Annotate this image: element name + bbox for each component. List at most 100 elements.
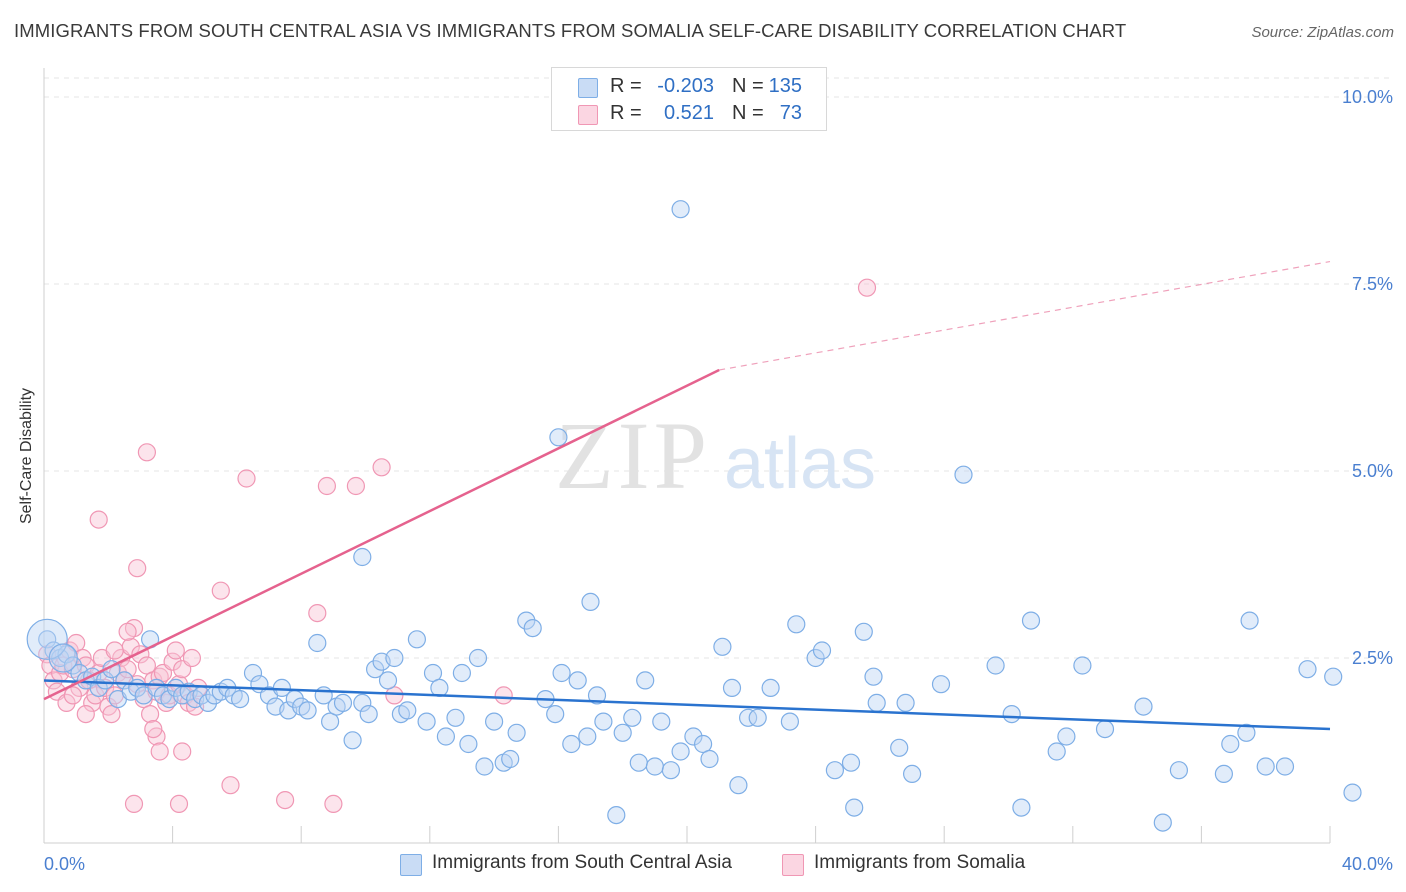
data-point-south-central-asia — [1343, 783, 1362, 802]
data-point-south-central-asia — [581, 592, 600, 612]
data-point-south-central-asia — [1214, 764, 1234, 784]
data-point-south-central-asia — [867, 693, 886, 713]
data-point-south-central-asia — [890, 738, 909, 757]
legend-row-pink: R = 0.521 N = 73 — [552, 100, 826, 128]
legend-row-blue: R = -0.203 N = 135 — [552, 73, 826, 101]
y-axis-label-text: Self-Care Disability — [18, 387, 35, 525]
data-point-south-central-asia — [468, 648, 488, 668]
data-point-south-central-asia — [1221, 734, 1240, 754]
data-point-somalia — [141, 704, 160, 724]
data-point-south-central-asia-large — [26, 618, 68, 660]
data-point-somalia — [372, 458, 391, 477]
data-point-south-central-asia — [931, 675, 951, 694]
y-tick-label: 10.0% — [1342, 87, 1393, 107]
data-point-south-central-asia — [430, 678, 449, 698]
series-south-central-asia-points — [26, 200, 1362, 832]
data-point-south-central-asia — [652, 712, 671, 731]
data-point-somalia — [89, 510, 108, 529]
legend-n-value: 135 — [768, 75, 802, 97]
data-point-somalia — [317, 476, 336, 496]
x-tick-label: 0.0% — [44, 854, 85, 874]
data-point-south-central-asia — [578, 727, 597, 746]
data-point-south-central-asia — [407, 630, 426, 649]
data-point-somalia — [144, 719, 163, 739]
data-point-south-central-asia — [398, 701, 417, 720]
data-point-south-central-asia — [353, 693, 372, 713]
data-point-south-central-asia — [1134, 697, 1153, 716]
data-point-somalia — [308, 603, 327, 623]
data-point-south-central-asia — [517, 611, 536, 630]
legend-r-value: 0.521 — [663, 102, 714, 124]
trend-lines — [43, 260, 1331, 731]
data-point-somalia — [166, 641, 185, 660]
data-point-south-central-asia — [343, 731, 362, 750]
data-point-south-central-asia — [198, 693, 218, 713]
grid-layer — [44, 77, 1392, 659]
chart-title: IMMIGRANTS FROM SOUTH CENTRAL ASIA VS IM… — [14, 20, 1127, 41]
data-point-south-central-asia — [902, 764, 922, 784]
watermark-zip: ZIP — [555, 402, 711, 509]
data-point-somalia — [137, 443, 156, 462]
y-axis-label: Self-Care Disability — [18, 320, 36, 524]
data-point-south-central-asia — [761, 678, 780, 698]
data-point-south-central-asia — [854, 622, 873, 641]
data-point-south-central-asia — [385, 648, 404, 668]
data-point-south-central-asia — [613, 723, 632, 742]
data-point-south-central-asia-large — [48, 643, 78, 673]
data-point-south-central-asia — [671, 200, 690, 219]
y-tick-label: 5.0% — [1352, 461, 1393, 481]
data-point-south-central-asia — [954, 465, 973, 484]
data-point-south-central-asia — [378, 671, 398, 690]
legend-label: Immigrants from South Central Asia — [432, 852, 732, 873]
legend-label: Immigrants from Somalia — [814, 852, 1026, 873]
legend-r-label: R = — [610, 75, 642, 97]
legend-swatch-pink — [782, 854, 804, 876]
data-point-south-central-asia — [1021, 611, 1041, 630]
trend-line-somalia — [43, 368, 720, 701]
data-point-south-central-asia — [308, 633, 327, 653]
data-point-somalia — [150, 742, 169, 761]
source-label: Source: ZipAtlas.com — [1251, 24, 1394, 41]
data-point-somalia — [124, 794, 144, 814]
data-point-south-central-asia — [1324, 667, 1343, 686]
data-point-south-central-asia — [552, 663, 571, 683]
data-point-south-central-asia — [780, 712, 800, 731]
legend-n-value: 73 — [779, 102, 802, 124]
data-point-south-central-asia — [562, 734, 581, 754]
data-point-south-central-asia — [1256, 757, 1275, 776]
data-point-somalia — [857, 278, 877, 297]
data-point-south-central-asia — [231, 689, 250, 709]
data-point-south-central-asia — [587, 686, 607, 705]
data-point-somalia — [76, 704, 95, 724]
data-point-south-central-asia — [507, 723, 526, 742]
data-point-south-central-asia — [1073, 656, 1092, 675]
data-point-south-central-asia — [594, 712, 613, 731]
data-point-south-central-asia — [841, 753, 861, 772]
legend-swatch-blue — [400, 854, 422, 876]
data-point-south-central-asia — [1169, 761, 1189, 780]
data-point-south-central-asia — [700, 749, 719, 769]
y-tick-label: 7.5% — [1352, 274, 1393, 294]
trend-line-somalia-extension — [719, 260, 1331, 371]
data-point-south-central-asia — [748, 708, 767, 727]
data-point-south-central-asia — [1012, 798, 1031, 817]
data-point-somalia — [163, 652, 182, 671]
stats-legend: R = -0.203 N = 135 R = 0.521 N = 73 — [551, 67, 827, 131]
data-point-south-central-asia — [446, 708, 465, 727]
tick-labels: 2.5% 5.0% 7.5% 10.0% 0.0% 40.0% — [44, 87, 1393, 874]
legend-n-label: N = — [732, 75, 764, 97]
series-somalia-points — [38, 278, 877, 814]
data-point-south-central-asia — [485, 712, 504, 731]
data-point-south-central-asia — [549, 428, 568, 447]
data-point-south-central-asia — [501, 749, 520, 769]
data-point-somalia — [385, 686, 404, 705]
data-point-south-central-asia — [722, 678, 742, 698]
data-point-south-central-asia — [896, 693, 915, 713]
data-point-south-central-asia — [738, 708, 758, 727]
data-point-south-central-asia — [1237, 723, 1256, 742]
watermark-atlas: atlas — [724, 424, 876, 504]
data-point-somalia — [346, 476, 365, 496]
data-point-south-central-asia — [825, 761, 845, 780]
data-point-south-central-asia — [568, 671, 587, 690]
watermark: ZIP atlas — [555, 402, 876, 509]
